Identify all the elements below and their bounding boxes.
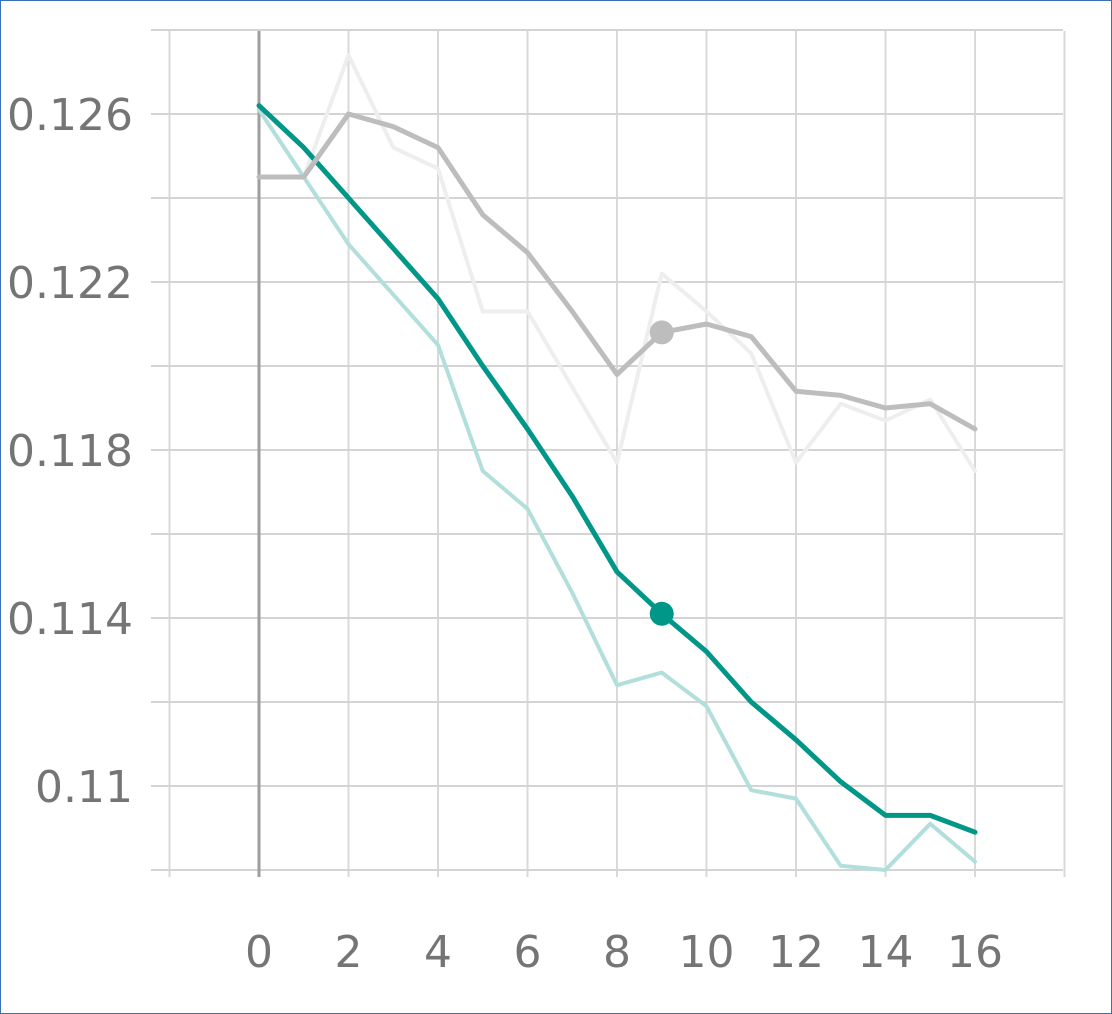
x-tick-label: 16 — [947, 927, 1003, 978]
y-axis: 0.11 0.114 0.118 0.122 0.126 — [7, 90, 133, 813]
hover-point-marker-2 — [649, 320, 674, 345]
y-tick-label: 0.114 — [7, 594, 133, 645]
series-line-raw-1[interactable] — [257, 107, 977, 872]
series-line-raw-3[interactable] — [257, 53, 977, 473]
x-axis: 0 2 4 6 8 10 12 14 16 — [245, 927, 1003, 978]
x-tick-label: 4 — [424, 927, 452, 978]
grid — [151, 29, 1066, 877]
x-tick-label: 2 — [335, 927, 363, 978]
y-tick-label: 0.118 — [7, 426, 133, 477]
y-tick-label: 0.122 — [7, 258, 133, 309]
series-group — [256, 53, 978, 872]
y-tick-label: 0.126 — [7, 90, 133, 141]
x-tick-label: 14 — [858, 927, 914, 978]
x-tick-label: 6 — [514, 927, 542, 978]
x-tick-label: 12 — [768, 927, 824, 978]
y-tick-label: 0.11 — [35, 762, 133, 813]
x-tick-label: 0 — [245, 927, 273, 978]
x-tick-label: 10 — [679, 927, 735, 978]
series-line-smoothed-0[interactable] — [256, 103, 978, 835]
series-line-smoothed-2[interactable] — [256, 111, 978, 432]
hover-point-marker-0 — [649, 601, 674, 626]
hover-markers — [649, 320, 674, 626]
x-tick-label: 8 — [603, 927, 631, 978]
